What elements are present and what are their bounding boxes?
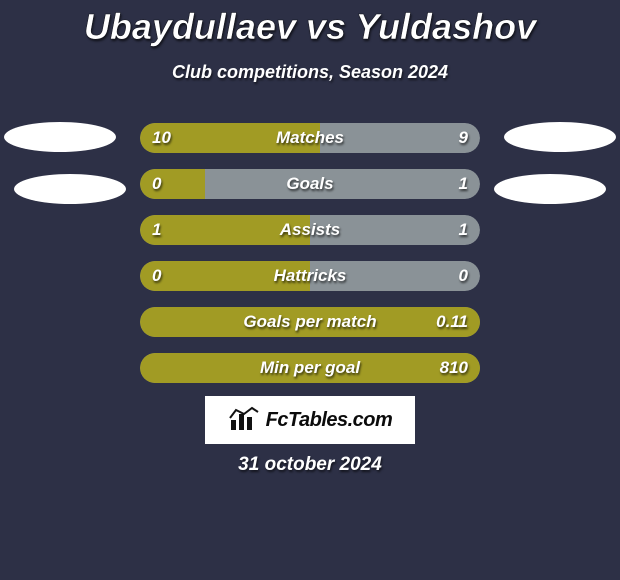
stat-bar: Min per goal 810 <box>140 353 480 383</box>
stat-bar: 1 Assists 1 <box>140 215 480 245</box>
stat-bar: 10 Matches 9 <box>140 123 480 153</box>
subtitle: Club competitions, Season 2024 <box>0 62 620 83</box>
bar-right-value: 0 <box>459 266 468 286</box>
player-left-ellipse-2 <box>14 174 126 204</box>
bar-label: Min per goal <box>260 358 360 378</box>
stat-bar: 0 Hattricks 0 <box>140 261 480 291</box>
bar-right-value: 9 <box>459 128 468 148</box>
bar-right-value: 810 <box>440 358 468 378</box>
bar-left-value: 1 <box>152 220 161 240</box>
bar-left-value: 10 <box>152 128 171 148</box>
chart-icon <box>228 406 260 434</box>
stat-bar: 0 Goals 1 <box>140 169 480 199</box>
player-left-ellipse-1 <box>4 122 116 152</box>
comparison-infographic: Ubaydullaev vs Yuldashov Club competitio… <box>0 0 620 580</box>
bar-label: Goals per match <box>243 312 376 332</box>
bar-label: Matches <box>276 128 344 148</box>
date-label: 31 october 2024 <box>0 454 620 476</box>
logo-badge: FcTables.com <box>205 396 415 444</box>
page-title: Ubaydullaev vs Yuldashov <box>0 0 620 48</box>
player-right-ellipse-1 <box>504 122 616 152</box>
bar-right-value: 1 <box>459 220 468 240</box>
bar-right-value: 1 <box>459 174 468 194</box>
bar-label: Goals <box>286 174 333 194</box>
player-right-ellipse-2 <box>494 174 606 204</box>
bar-fill <box>140 169 205 199</box>
bar-label: Assists <box>280 220 340 240</box>
stat-bars: 10Matches90Goals11Assists10Hattricks0Goa… <box>140 123 480 383</box>
stat-bar: Goals per match 0.11 <box>140 307 480 337</box>
bar-right-value: 0.11 <box>436 312 468 332</box>
bar-left-value: 0 <box>152 174 161 194</box>
bar-label: Hattricks <box>274 266 347 286</box>
logo-text: FcTables.com <box>266 409 393 432</box>
bar-left-value: 0 <box>152 266 161 286</box>
